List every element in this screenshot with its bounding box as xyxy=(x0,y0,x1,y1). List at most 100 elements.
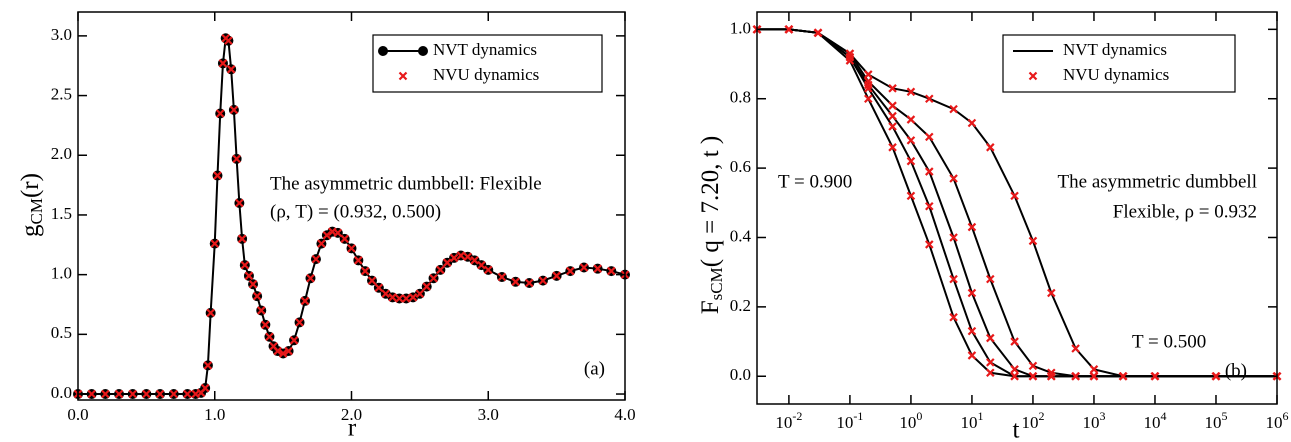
data-point xyxy=(967,288,977,298)
data-point xyxy=(593,264,602,273)
data-point xyxy=(477,260,486,270)
data-point xyxy=(449,253,459,263)
data-point xyxy=(142,389,151,399)
x-tick-label: 4.0 xyxy=(614,405,635,424)
data-point xyxy=(456,251,466,260)
x-tick-label: 106 xyxy=(1266,409,1289,432)
data-point xyxy=(1010,371,1019,381)
data-point xyxy=(395,294,404,303)
data-point xyxy=(256,306,266,315)
x-tick-label: 3.0 xyxy=(478,405,499,424)
data-point xyxy=(497,272,507,282)
data-point xyxy=(374,283,384,293)
data-point xyxy=(511,277,520,287)
annotation: The asymmetric dumbbell xyxy=(1058,171,1257,192)
annotation: Flexible, ρ = 0.932 xyxy=(1113,201,1257,222)
data-point xyxy=(1118,371,1128,381)
data-point xyxy=(1071,371,1080,381)
data-point xyxy=(483,265,493,275)
data-point xyxy=(986,358,995,367)
y-tick-label: 0.4 xyxy=(730,226,752,245)
data-point xyxy=(463,252,473,262)
data-point xyxy=(232,154,241,164)
data-point xyxy=(284,346,293,356)
data-point xyxy=(470,256,479,265)
data-point xyxy=(1071,344,1080,353)
data-point xyxy=(128,389,137,399)
annotation: (b) xyxy=(1225,360,1247,381)
y-tick-label: 0.5 xyxy=(51,323,72,342)
data-point xyxy=(864,77,873,86)
data-point xyxy=(784,25,794,34)
data-point xyxy=(429,273,438,283)
data-point xyxy=(1047,368,1056,378)
x-axis-label: t xyxy=(1013,417,1020,442)
legend-label: NVT dynamics xyxy=(433,40,537,59)
data-point xyxy=(813,28,823,38)
legend-label: NVT dynamics xyxy=(1063,40,1167,59)
data-point xyxy=(340,234,349,244)
data-point xyxy=(906,156,916,166)
y-tick-label: 1.5 xyxy=(51,204,72,223)
x-tick-label: 102 xyxy=(1021,409,1044,432)
data-point xyxy=(986,368,995,378)
data-point xyxy=(422,282,431,291)
y-tick-label: 0.6 xyxy=(730,157,751,176)
data-point xyxy=(906,87,916,97)
data-point xyxy=(888,84,897,93)
data-point xyxy=(925,132,934,142)
legend-marker xyxy=(378,46,388,56)
data-point xyxy=(200,383,210,393)
data-point xyxy=(949,274,958,284)
data-point xyxy=(864,94,873,104)
data-point xyxy=(226,65,236,74)
data-point xyxy=(906,136,916,145)
data-point xyxy=(367,276,377,285)
data-point xyxy=(183,389,192,399)
data-point xyxy=(229,105,239,115)
data-point xyxy=(579,263,589,272)
data-point xyxy=(524,278,534,288)
x-tick-label: 2.0 xyxy=(341,405,362,424)
data-point xyxy=(607,266,616,276)
data-point xyxy=(248,279,258,289)
data-point xyxy=(566,266,575,276)
data-point xyxy=(1211,371,1221,381)
data-point xyxy=(213,171,222,180)
data-point xyxy=(925,94,934,104)
data-point xyxy=(218,59,228,68)
data-point xyxy=(925,201,934,211)
data-point xyxy=(986,274,995,284)
data-point xyxy=(388,293,397,302)
data-point xyxy=(381,289,390,299)
data-point xyxy=(949,174,958,183)
data-point xyxy=(986,143,995,152)
data-point xyxy=(925,240,934,249)
x-tick-label: 104 xyxy=(1143,409,1166,432)
data-point xyxy=(322,230,332,240)
data-point xyxy=(949,233,958,242)
data-point xyxy=(401,294,411,303)
data-point xyxy=(408,293,418,302)
data-point xyxy=(360,266,370,276)
data-point xyxy=(306,273,315,283)
data-point xyxy=(967,118,977,128)
data-point xyxy=(354,256,363,265)
data-point xyxy=(237,234,247,244)
x-tick-label: 10-2 xyxy=(775,409,802,432)
data-point xyxy=(949,312,958,322)
data-point xyxy=(244,271,254,281)
legend-marker xyxy=(398,71,408,81)
data-point xyxy=(261,320,270,330)
data-point xyxy=(224,36,233,45)
data-point xyxy=(442,258,452,267)
y-axis-label-part: sCM xyxy=(707,267,726,300)
data-point xyxy=(101,389,110,399)
y-tick-label: 0.0 xyxy=(51,383,72,402)
y-axis-label: gCM(r) xyxy=(17,173,46,237)
data-point xyxy=(317,239,326,248)
data-point xyxy=(347,244,356,253)
data-point xyxy=(278,349,288,358)
data-point xyxy=(906,191,916,201)
